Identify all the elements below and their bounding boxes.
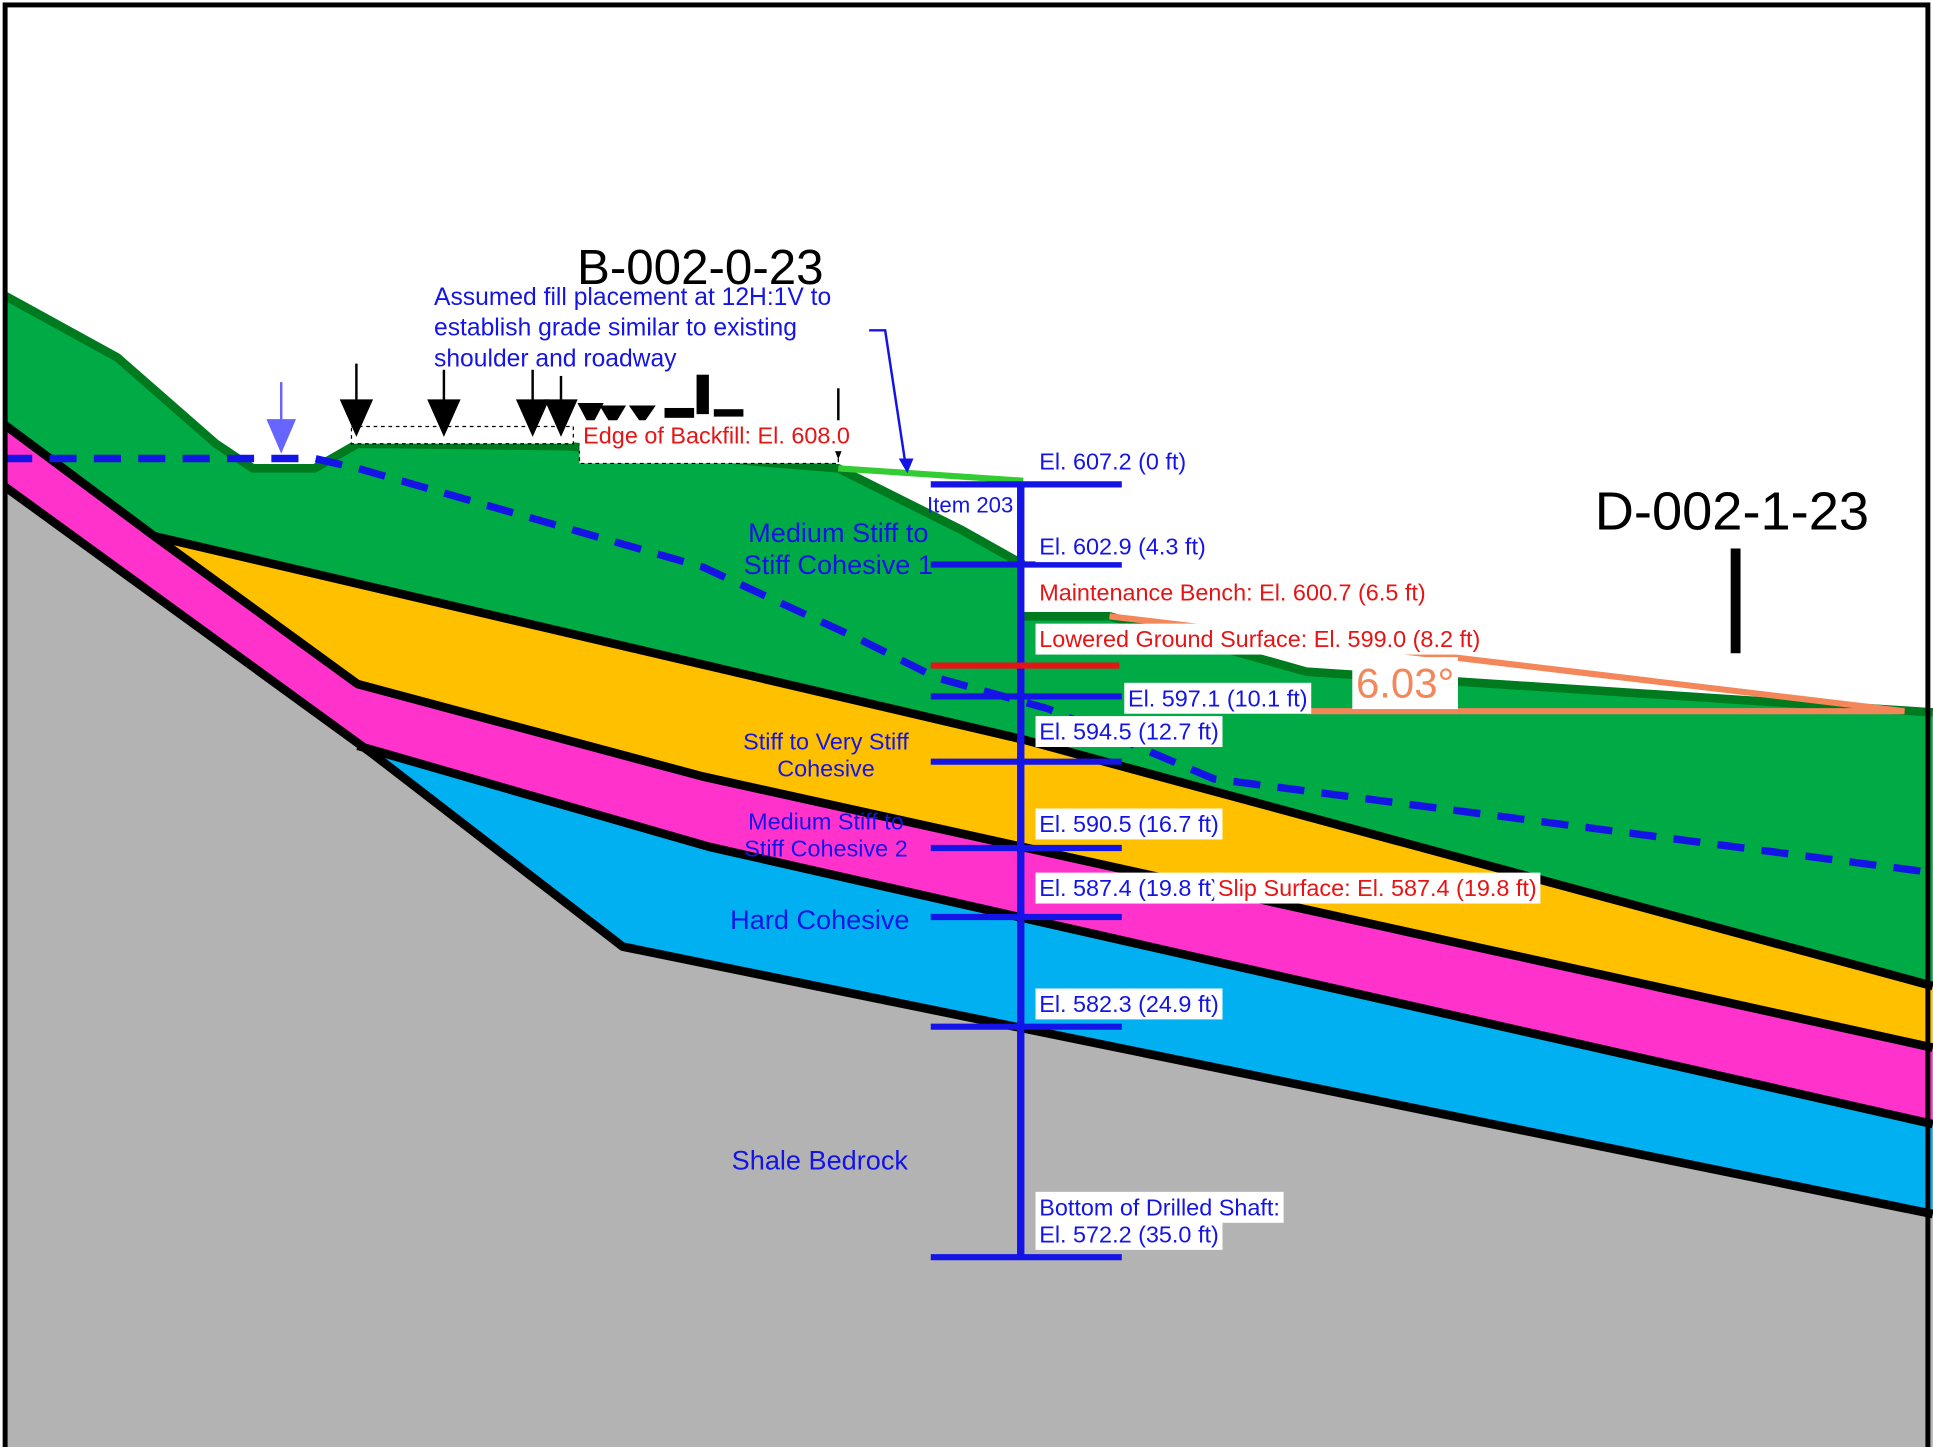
soil-label: Hard Cohesive [730,904,909,935]
elevation-label: El. 572.2 (35.0 ft) [1039,1221,1219,1247]
annotation: shoulder and roadway [434,345,677,372]
leader [869,329,908,469]
label: Edge of Backfill: El. 608.0 [583,423,850,449]
annotation: establish grade similar to existing [434,315,797,342]
label-box [579,420,854,452]
elevation-label: Maintenance Bench: El. 600.7 (6.5 ft) [1039,579,1425,605]
label-box [1352,657,1458,710]
label-box [1214,872,1541,904]
elevation-label: El. 594.5 (12.7 ft) [1039,719,1219,745]
label-box [1035,1191,1284,1223]
elevation-label: El. 602.9 (4.3 ft) [1039,534,1206,560]
label-box [1124,682,1312,714]
elevation-label: Lowered Ground Surface: El. 599.0 (8.2 f… [1039,626,1480,652]
label-box [1035,531,1210,563]
hatched-fill [350,425,574,445]
layers [5,295,1933,1447]
angle-label: 6.03° [1356,660,1454,707]
elevation-label: El. 597.1 (10.1 ft) [1128,685,1308,711]
annotation: Assumed fill placement at 12H:1V to [434,284,831,311]
boring-label: D-002-1-23 [1595,482,1869,542]
label-box [1035,623,1484,655]
elevation-label: El. 582.3 (24.9 ft) [1039,991,1219,1017]
label-box [1035,872,1223,904]
label-box [1035,988,1223,1020]
label-box [1035,1218,1223,1250]
elevation-label: Slip Surface: El. 587.4 (19.8 ft) [1218,875,1537,901]
elevation-label: El. 590.5 (16.7 ft) [1039,811,1219,837]
water-table [5,454,1933,877]
leader-head [898,458,914,474]
soil-label: Medium Stiff to [748,809,904,835]
soil-label: Medium Stiff to [748,517,928,548]
label-box [1035,716,1223,748]
soil-label: Shale Bedrock [732,1144,909,1175]
soil-label: Stiff Cohesive 2 [744,836,908,862]
soil-label: Stiff Cohesive 1 [744,549,933,580]
water-arrow-head [266,419,296,454]
label: Item 203 [927,492,1013,517]
ground-surface [3,292,1026,569]
label-box [1035,808,1223,840]
soil-label: Cohesive [777,756,875,782]
elevation-label: El. 607.2 (0 ft) [1039,449,1186,475]
elevation-label: Bottom of Drilled Shaft: [1039,1194,1280,1220]
elevation-label: El. 587.4 (19.8 ft) [1039,875,1219,901]
boring-label: B-002-0-23 [577,240,824,295]
soil-label: Stiff to Very Stiff [743,728,909,754]
fill-line [838,465,1024,484]
drilled-shaft [930,481,1122,1261]
